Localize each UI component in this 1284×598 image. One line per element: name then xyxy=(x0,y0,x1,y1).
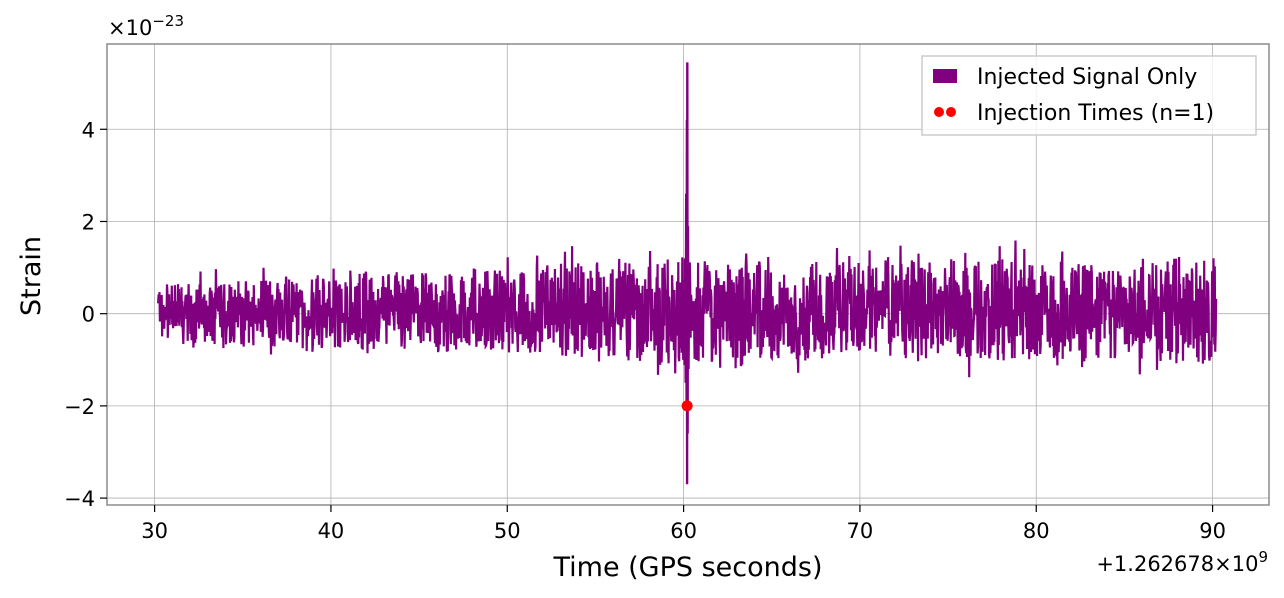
axis-ticks: 30 40 50 60 70 80 90 −4 −2 0 2 4 xyxy=(64,118,1226,543)
x-tick-label: 70 xyxy=(847,519,874,543)
injection-time-point xyxy=(681,400,693,412)
x-tick-label: 50 xyxy=(494,519,521,543)
legend-marker-injection-times-b xyxy=(946,107,956,117)
legend-label-injected-signal: Injected Signal Only xyxy=(977,65,1197,90)
legend-frame xyxy=(921,55,1257,136)
legend-label-injection-times: Injection Times (n=1) xyxy=(977,101,1214,126)
x-tick-label: 80 xyxy=(1023,519,1050,543)
x-tick-label: 30 xyxy=(141,519,168,543)
legend-marker-injection-times-a xyxy=(934,107,944,117)
plot-frame xyxy=(106,43,1270,506)
x-tick-label: 40 xyxy=(318,519,345,543)
x-tick-label: 60 xyxy=(670,519,697,543)
y-tick-label: −4 xyxy=(64,487,95,511)
y-multiplier-label: ×10−23 xyxy=(108,12,184,40)
y-axis-label: Strain xyxy=(16,236,47,316)
series-injected-signal-burst xyxy=(683,62,691,485)
y-tick-label: 2 xyxy=(82,210,95,234)
x-offset-label: +1.262678×109 xyxy=(1096,548,1268,576)
legend: Injected Signal Only Injection Times (n=… xyxy=(921,55,1257,136)
x-tick-label: 90 xyxy=(1199,519,1226,543)
legend-swatch-injected-signal xyxy=(933,69,957,83)
data-layer xyxy=(157,62,1218,485)
x-axis-label: Time (GPS seconds) xyxy=(552,552,822,583)
y-tick-label: 0 xyxy=(82,303,95,327)
y-tick-label: 4 xyxy=(82,118,95,142)
y-tick-label: −2 xyxy=(64,395,95,419)
